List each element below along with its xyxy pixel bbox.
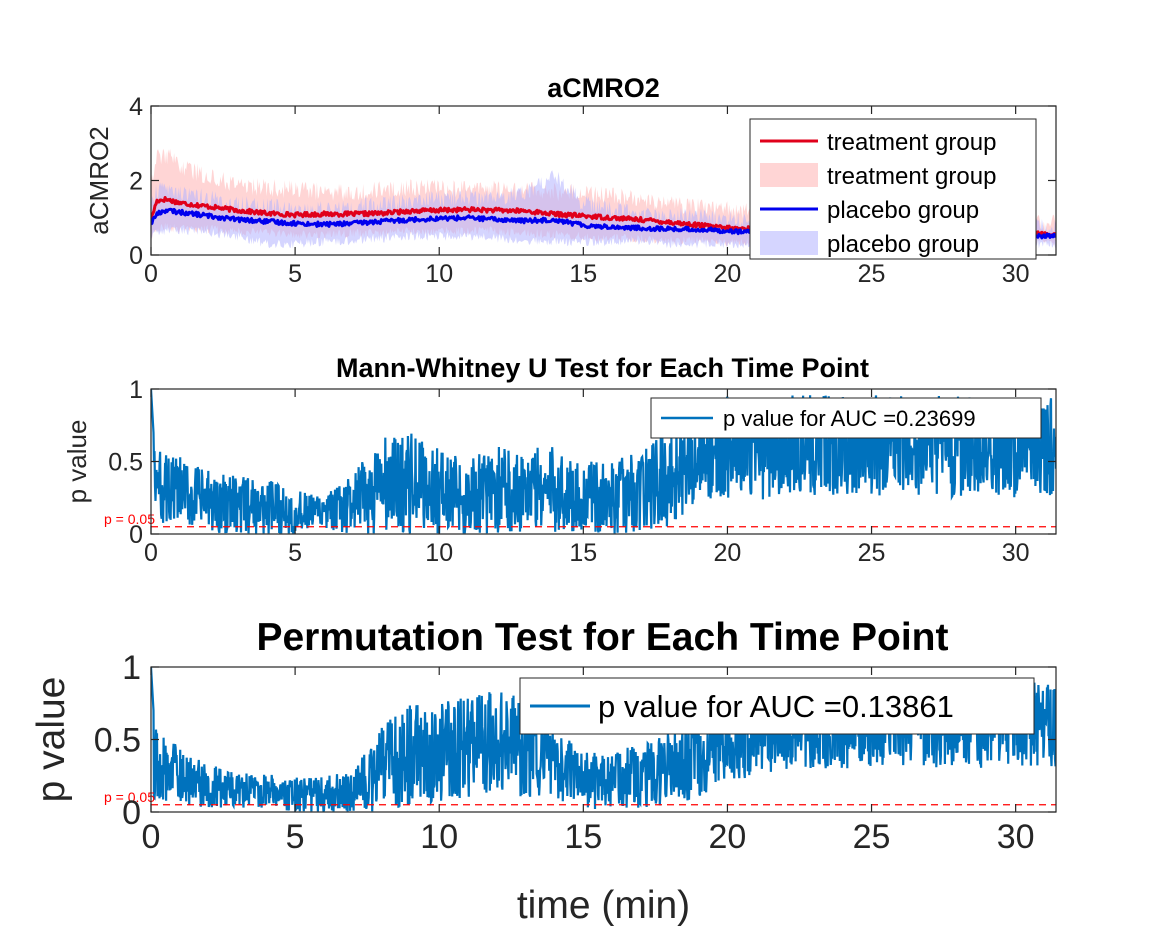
- y-tick-label: 0: [129, 242, 143, 270]
- x-axis-label: time (min): [517, 884, 690, 927]
- x-tick-label: 0: [144, 539, 158, 567]
- x-tick-label: 10: [420, 818, 458, 856]
- legend-box: [519, 677, 1035, 735]
- x-tick-label: 15: [564, 818, 602, 856]
- threshold-label: p = 0.05: [104, 789, 155, 805]
- x-tick-label: 30: [997, 818, 1035, 856]
- y-axis-label: p value: [30, 677, 73, 803]
- legend: p value for AUC =0.13861: [519, 677, 1035, 735]
- chart-title: Mann-Whitney U Test for Each Time Point: [336, 353, 869, 383]
- panel-acmro2: 0 5 10 15 20 25 30 0 2 4 aCMRO2 aCMRO2 treatment gro…: [84, 73, 1057, 288]
- x-tick-label: 20: [714, 260, 742, 288]
- legend-entry-pvalue: p value for AUC =0.23699: [723, 406, 976, 431]
- x-tick-label: 5: [286, 818, 305, 856]
- x-tick-label: 15: [569, 260, 597, 288]
- y-tick-label: 0: [122, 794, 141, 832]
- y-tick-label: 4: [129, 93, 143, 121]
- x-tick-label: 0: [144, 260, 158, 288]
- legend-entry-pvalue: p value for AUC =0.13861: [598, 689, 954, 724]
- legend: p value for AUC =0.23699: [650, 397, 1042, 439]
- x-tick-label: 5: [288, 539, 302, 567]
- x-tick-label: 20: [709, 818, 747, 856]
- legend-entry-placebo-group-2: placebo group: [827, 197, 979, 224]
- x-tick-label: 20: [714, 539, 742, 567]
- y-axis-label: aCMRO2: [84, 126, 114, 234]
- legend-entry-placebo-group-3: placebo group: [827, 231, 979, 258]
- legend-box: [650, 397, 1042, 439]
- x-tick-label: 15: [569, 539, 597, 567]
- x-tick-label: 25: [858, 260, 886, 288]
- chart-title: Permutation Test for Each Time Point: [256, 616, 948, 659]
- y-tick-label: 0.5: [94, 722, 141, 760]
- y-tick-label: 1: [129, 376, 143, 404]
- legend-entry-treatment-group-1: treatment group: [827, 163, 996, 190]
- x-tick-label: 0: [142, 818, 161, 856]
- y-tick-label: 2: [129, 168, 143, 196]
- threshold-label: p = 0.05: [104, 511, 155, 527]
- chart-title: aCMRO2: [547, 73, 660, 103]
- y-tick-label: 0.5: [108, 449, 143, 477]
- y-axis-label: p value: [62, 420, 92, 504]
- x-tick-label: 5: [288, 260, 302, 288]
- legend-swatch-band: [760, 163, 818, 187]
- y-tick-label: 0: [129, 521, 143, 549]
- x-tick-label: 25: [853, 818, 891, 856]
- y-tick-label: 1: [122, 649, 141, 687]
- legend-swatch-band: [760, 231, 818, 255]
- x-tick-label: 30: [1002, 539, 1030, 567]
- legend-entry-treatment-group-0: treatment group: [827, 129, 996, 156]
- legend: treatment group treatment group placebo gr…: [749, 118, 1037, 260]
- x-tick-label: 10: [425, 539, 453, 567]
- x-tick-label: 25: [858, 539, 886, 567]
- x-tick-label: 30: [1002, 260, 1030, 288]
- x-tick-label: 10: [425, 260, 453, 288]
